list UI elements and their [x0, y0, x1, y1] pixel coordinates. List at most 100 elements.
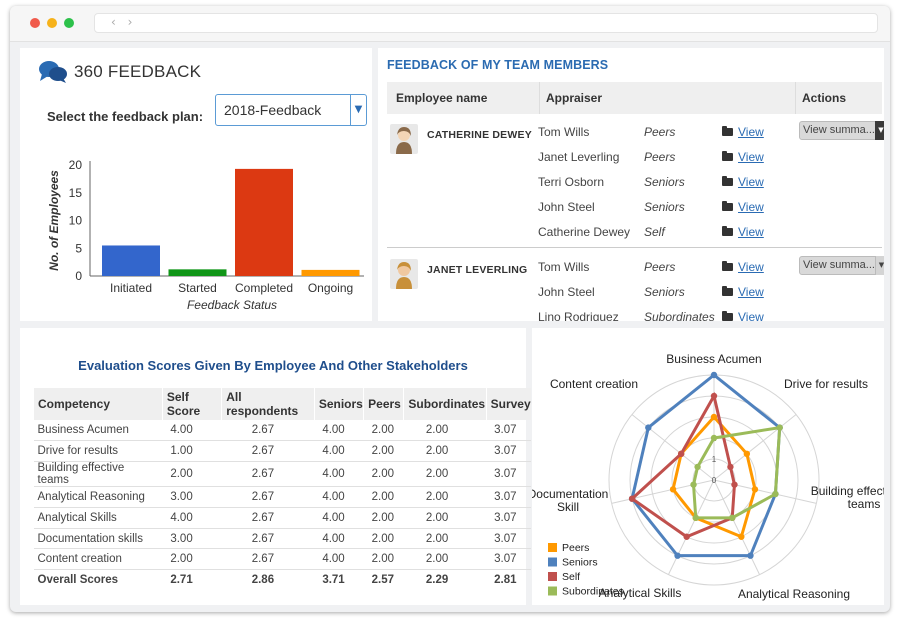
nav-arrows-icon[interactable]: ‹ ›	[111, 15, 137, 29]
feedback-status-chart: 0 5 10 15 20 Initiated Started Completed Ongoing…	[47, 158, 364, 312]
appraiser-name: Tom Wills	[538, 125, 590, 139]
radar-spoke	[667, 479, 715, 575]
view-link[interactable]: View	[738, 260, 764, 274]
chevron-down-icon[interactable]: ▼	[350, 95, 366, 125]
folder-icon[interactable]	[722, 226, 733, 236]
radar-point	[669, 486, 677, 493]
table-cell: 2.67	[221, 440, 315, 463]
table-cell: 4.00	[162, 507, 222, 529]
radar-point	[694, 463, 701, 471]
maximize-window-button[interactable]	[64, 18, 74, 28]
table-cell: 2.86	[251, 574, 275, 587]
column-header: Self Score	[161, 388, 222, 420]
panel-header: 360 FEEDBACK	[38, 59, 201, 85]
team-panel-title: FEEDBACK OF MY TEAM MEMBERS	[387, 58, 609, 72]
group-divider	[387, 247, 882, 248]
view-link[interactable]: View	[738, 125, 764, 139]
folder-icon[interactable]	[722, 126, 733, 136]
view-link[interactable]: View	[738, 175, 764, 189]
y-tick-label: 20	[69, 158, 83, 172]
y-tick-label: 5	[75, 241, 82, 255]
appraiser-name: Lino Rodriguez	[538, 310, 619, 321]
folder-icon[interactable]	[722, 201, 733, 211]
radar-spoke	[713, 479, 761, 575]
table-cell: 2.00	[403, 507, 487, 529]
close-window-button[interactable]	[30, 18, 40, 28]
table-cell: 2.00	[363, 486, 404, 508]
table-cell: 2.57	[371, 574, 395, 587]
table-cell: 2.00	[403, 486, 487, 508]
legend-swatch	[548, 572, 557, 581]
radar-axis-label: Documentation	[532, 487, 608, 501]
employee-name: JANET LEVERLING	[427, 264, 528, 276]
radar-axis-label: Analytical Skills	[599, 586, 682, 600]
table-cell: 2.00	[403, 440, 487, 463]
view-link[interactable]: View	[738, 225, 764, 239]
radar-axis-label: Business Acumen	[666, 352, 761, 366]
x-axis-title: Feedback Status	[187, 298, 277, 312]
radar-point	[683, 533, 690, 540]
table-cell: 2.29	[425, 574, 449, 587]
table-cell: 2.00	[363, 440, 404, 463]
radar-series-peers	[671, 414, 757, 539]
table-row: Drive for results 1.00 2.67 4.00 2.00 2.00 3.0…	[33, 440, 531, 463]
team-table-header: Employee name Appraiser Actions	[387, 82, 882, 114]
browser-window: ‹ › 360 FEEDBACK Select the feedback pla…	[10, 6, 890, 612]
radar-point	[747, 552, 754, 559]
table-cell: 2.81	[494, 574, 517, 587]
folder-icon[interactable]	[722, 151, 733, 161]
table-cell: Documentation skills	[33, 528, 163, 550]
table-cell: 3.07	[486, 548, 531, 571]
feedback-plan-select[interactable]: 2018-Feedback ▼	[215, 94, 367, 126]
table-cell: 2.67	[221, 461, 315, 488]
total-row: Overall Scores 2.71 2.86 3.71 2.57 2.29 2.81	[34, 570, 532, 591]
appraiser-role: Peers	[644, 260, 676, 274]
view-link[interactable]: View	[738, 200, 764, 214]
radar-spoke	[713, 414, 797, 481]
caret-down-icon[interactable]: ▼	[875, 256, 884, 275]
table-cell: 2.00	[363, 507, 404, 529]
table-row: Analytical Reasoning 3.00 2.67 4.00 2.00 2.00…	[33, 486, 531, 508]
address-bar[interactable]: ‹ ›	[94, 13, 878, 33]
column-header: Seniors	[313, 388, 364, 420]
radar-axis-label: Skill	[557, 500, 579, 514]
view-link[interactable]: View	[738, 285, 764, 299]
radar-point	[743, 450, 751, 458]
radar-point	[776, 424, 783, 431]
table-cell: Analytical Reasoning	[33, 486, 163, 508]
appraiser-row: Tom Wills Peers View	[387, 120, 882, 145]
table-cell: 1.00	[162, 440, 222, 463]
view-summary-button[interactable]: View summa... ▼	[799, 256, 884, 275]
appraiser-role: Seniors	[644, 175, 685, 189]
column-header: All respondents	[221, 388, 315, 420]
view-link[interactable]: View	[738, 310, 764, 321]
radar-point	[674, 552, 681, 559]
radar-spoke	[713, 479, 817, 504]
appraiser-row: John Steel Seniors View	[387, 280, 882, 305]
appraiser-name: Tom Wills	[538, 260, 590, 274]
table-cell: 2.67	[221, 507, 315, 529]
minimize-window-button[interactable]	[47, 18, 57, 28]
folder-icon[interactable]	[722, 176, 733, 186]
table-cell: 2.67	[221, 420, 315, 442]
radar-tick-label: 1	[712, 455, 717, 464]
radar-point	[710, 434, 718, 442]
folder-icon[interactable]	[722, 311, 733, 321]
x-tick-label: Started	[178, 281, 217, 295]
legend-label: Peers	[562, 542, 589, 554]
plan-select-value: 2018-Feedback	[224, 102, 322, 118]
legend-label: Seniors	[562, 557, 598, 569]
table-cell: 2.00	[403, 461, 487, 488]
folder-icon[interactable]	[722, 261, 733, 271]
feedback-status-panel: 360 FEEDBACK Select the feedback plan: 2…	[20, 48, 372, 321]
appraiser-row: Terri Osborn Seniors View	[387, 170, 882, 195]
appraiser-name: John Steel	[538, 285, 595, 299]
caret-down-icon[interactable]: ▼	[875, 121, 884, 140]
view-link[interactable]: View	[738, 150, 764, 164]
view-summary-button[interactable]: View summa... ▼	[799, 121, 884, 140]
radar-point	[645, 424, 652, 431]
table-cell: 4.00	[162, 420, 222, 442]
folder-icon[interactable]	[722, 286, 733, 296]
